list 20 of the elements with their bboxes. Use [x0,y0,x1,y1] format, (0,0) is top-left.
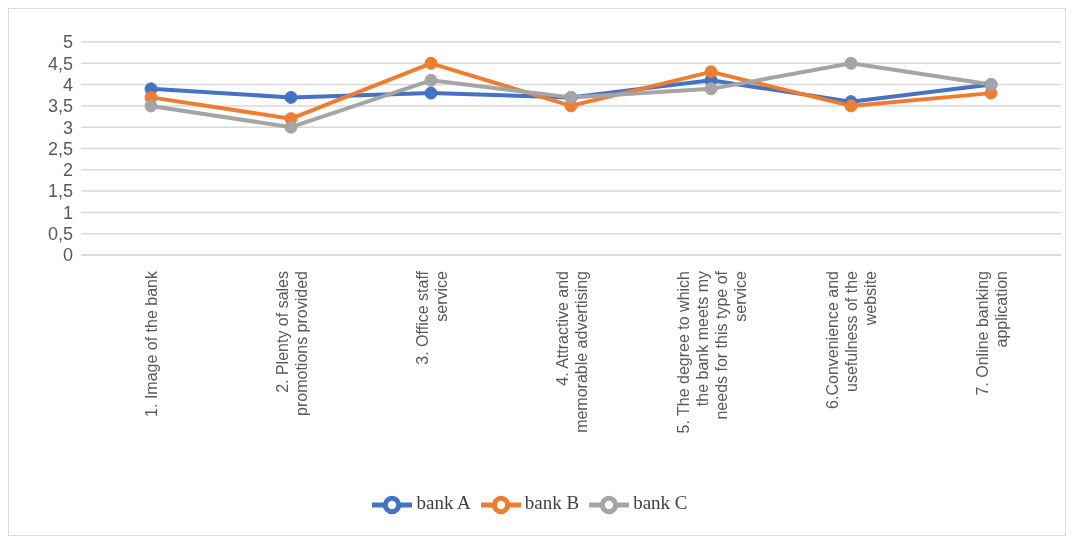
y-tick-label: 3 [62,117,73,138]
x-tick-label: 6.Convenience and usefulness of the website [824,270,879,409]
x-tick-label: 1. Image of the bank [143,270,160,417]
legend-label: bank C [633,492,688,514]
y-tick-label: 4,5 [47,53,73,74]
y-tick-label: 1 [62,202,73,223]
x-tick-label: 2. Plenty of sales promotions provided [273,271,310,416]
x-tick-label: 3. Office staff service [413,270,450,365]
y-tick-label: 0,5 [47,224,73,245]
y-tick-label: 2 [62,160,73,181]
y-tick-label: 3,5 [47,96,73,117]
y-tick-label: 1,5 [47,181,73,202]
legend-label: bank A [416,492,471,514]
x-tick-label: 7. Online banking application [973,271,1010,396]
y-tick-label: 4 [62,74,73,95]
x-tick-label: 5. The degree to which the bank meets my needs for this type of service [674,270,749,434]
legend-label: bank B [524,492,580,514]
y-tick-label: 0 [62,245,73,266]
y-tick-label: 5 [62,32,73,53]
y-tick-label: 2,5 [47,138,73,159]
